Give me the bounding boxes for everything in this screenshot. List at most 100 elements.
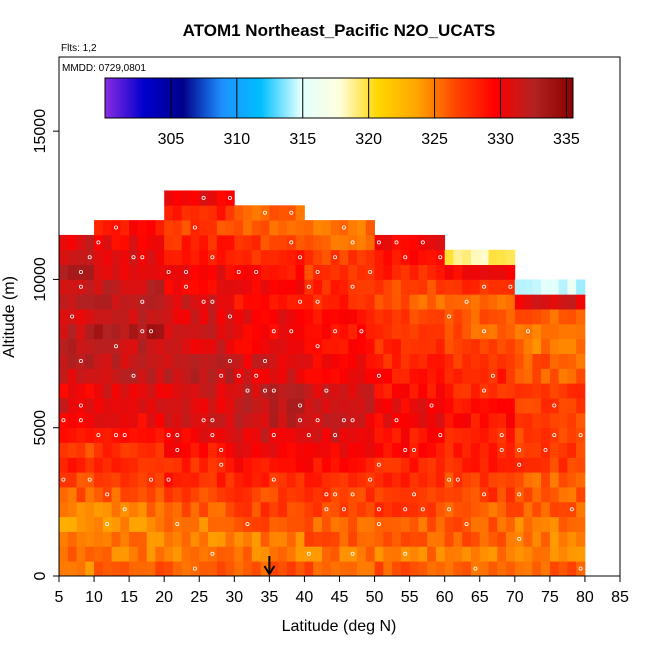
heatmap-cell — [278, 220, 288, 236]
heatmap-cell — [199, 427, 209, 443]
heatmap-cell — [225, 546, 235, 562]
heatmap-cell — [488, 309, 498, 325]
heatmap-cell — [330, 323, 340, 340]
heatmap-cell — [181, 487, 191, 503]
heatmap-cell — [523, 561, 533, 577]
heatmap-cell — [251, 338, 262, 354]
heatmap-cell — [199, 442, 209, 458]
heatmap-cell — [225, 294, 235, 310]
heatmap-cell — [321, 487, 332, 503]
heatmap-cell — [313, 264, 323, 280]
heatmap-cell — [172, 516, 183, 532]
heatmap-cell — [94, 383, 104, 399]
measurement-point — [324, 492, 329, 497]
heatmap-cell — [313, 531, 323, 547]
heatmap-cell — [374, 412, 384, 429]
heatmap-cell — [199, 501, 209, 518]
measurement-point — [403, 255, 408, 260]
heatmap-cell — [234, 264, 244, 280]
heatmap-cell — [76, 294, 86, 310]
heatmap-cell — [444, 368, 454, 384]
heatmap-cell — [164, 561, 174, 577]
heatmap-cell — [427, 294, 437, 310]
heatmap-cell — [532, 501, 542, 518]
heatmap-cell — [462, 398, 472, 414]
heatmap-cell — [181, 412, 191, 429]
heatmap-cell — [339, 279, 349, 295]
heatmap-cell — [488, 516, 498, 532]
heatmap-cell — [111, 234, 121, 251]
heatmap-cell — [164, 205, 174, 221]
heatmap-cell — [102, 383, 112, 399]
heatmap-cell — [59, 338, 69, 354]
heatmap-cell — [278, 205, 288, 221]
heatmap-cell — [558, 546, 568, 562]
heatmap-cell — [523, 442, 533, 458]
heatmap-cell — [190, 234, 200, 251]
heatmap-cell — [251, 323, 262, 340]
heatmap-cell — [392, 353, 402, 369]
measurement-point — [140, 299, 145, 304]
heatmap-cell — [383, 398, 393, 414]
heatmap-cell — [479, 412, 489, 429]
heatmap-cell — [164, 234, 174, 251]
heatmap-cell — [94, 323, 104, 340]
heatmap-cell — [59, 561, 69, 577]
heatmap-cell — [234, 249, 244, 265]
heatmap-cell — [444, 323, 454, 340]
heatmap-cell — [523, 338, 533, 354]
heatmap-cell — [225, 205, 235, 221]
heatmap-cell — [120, 383, 130, 399]
measurement-point — [333, 255, 338, 260]
heatmap-cell — [67, 338, 77, 354]
heatmap-cell — [462, 323, 472, 340]
heatmap-cell — [269, 353, 279, 369]
heatmap-cell — [444, 561, 454, 577]
heatmap-cell — [111, 368, 121, 384]
heatmap-cell — [339, 398, 349, 414]
heatmap-cell — [260, 323, 270, 340]
heatmap-cell — [479, 516, 489, 532]
heatmap-cell — [304, 220, 314, 236]
heatmap-cell — [269, 234, 279, 251]
heatmap-cell — [392, 412, 402, 429]
dates-label: MMDD: 0729,0801 — [62, 63, 146, 74]
heatmap-cell — [76, 472, 86, 488]
heatmap-cell — [155, 561, 165, 577]
heatmap-cell — [576, 442, 586, 458]
heatmap-cell — [541, 546, 551, 562]
heatmap-cell — [506, 264, 516, 280]
heatmap-cell — [199, 338, 209, 354]
heatmap-cell — [541, 561, 551, 577]
heatmap-cell — [330, 398, 340, 414]
heatmap-cell — [514, 487, 524, 503]
heatmap-cell — [137, 531, 148, 547]
heatmap-cell — [321, 294, 332, 310]
measurement-point — [61, 418, 66, 423]
heatmap-cell — [444, 353, 454, 369]
heatmap-cell — [94, 234, 104, 251]
heatmap-cell — [374, 427, 384, 443]
heatmap-cell — [295, 383, 305, 399]
heatmap-cell — [278, 457, 288, 473]
heatmap-cell — [479, 427, 489, 443]
measurement-point — [175, 447, 180, 452]
heatmap-cell — [435, 412, 446, 429]
heatmap-cell — [304, 294, 314, 310]
heatmap-cell — [146, 309, 156, 325]
measurement-point — [394, 240, 399, 245]
heatmap-cell — [321, 546, 332, 562]
heatmap-cell — [67, 472, 77, 488]
heatmap-cell — [313, 472, 323, 488]
measurement-point — [508, 284, 513, 289]
heatmap-cell — [576, 323, 586, 340]
heatmap-cell — [260, 546, 270, 562]
heatmap-cell — [199, 546, 209, 562]
heatmap-cell — [567, 412, 577, 429]
heatmap-cell — [234, 368, 244, 384]
measurement-point — [350, 492, 355, 497]
heatmap-cell — [576, 501, 586, 518]
heatmap-cell — [243, 220, 253, 236]
heatmap-cell — [76, 442, 86, 458]
heatmap-cell — [409, 398, 419, 414]
